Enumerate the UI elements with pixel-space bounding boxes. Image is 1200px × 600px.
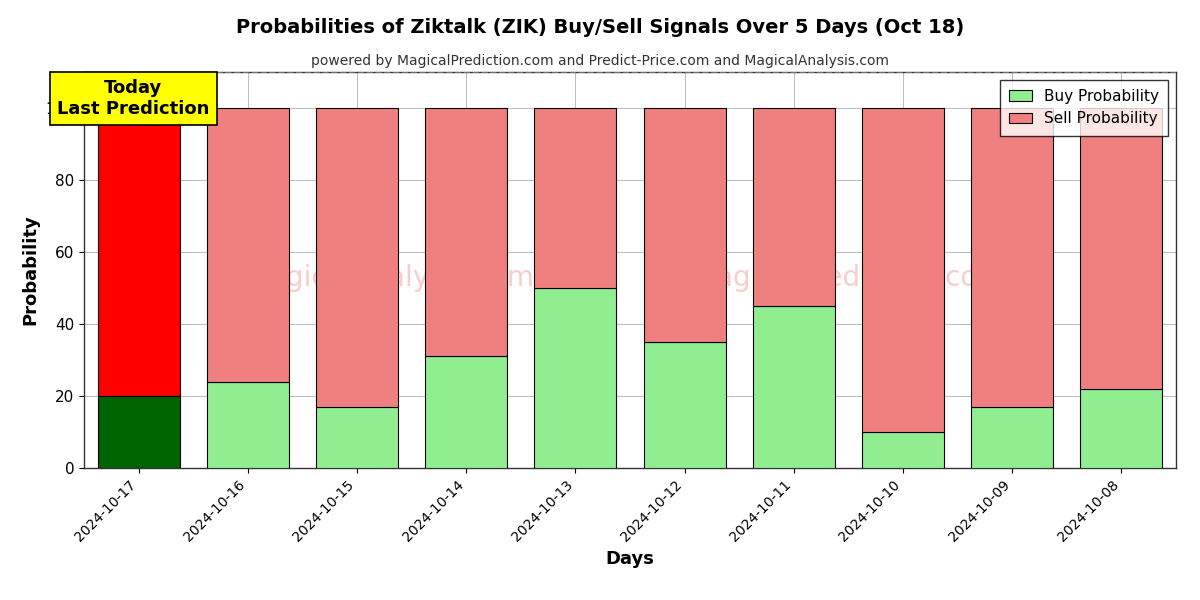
Bar (971, 108, 1054, 407)
Bar (1080, 389, 1163, 468)
Bar (862, 108, 944, 432)
Bar (206, 108, 289, 382)
Text: powered by MagicalPrediction.com and Predict-Price.com and MagicalAnalysis.com: powered by MagicalPrediction.com and Pre… (311, 54, 889, 68)
Bar (752, 306, 835, 468)
Bar (425, 108, 508, 356)
Bar (971, 407, 1054, 468)
Y-axis label: Probability: Probability (22, 215, 40, 325)
Bar (206, 382, 289, 468)
Bar (643, 108, 726, 342)
Bar (316, 108, 398, 407)
Bar (534, 288, 617, 468)
Legend: Buy Probability, Sell Probability: Buy Probability, Sell Probability (1000, 80, 1169, 136)
Bar (1080, 108, 1163, 389)
Bar (643, 342, 726, 468)
Bar (534, 108, 617, 288)
X-axis label: Days: Days (606, 550, 654, 568)
Text: MagicalAnalysis.com: MagicalAnalysis.com (245, 264, 534, 292)
Bar (97, 108, 180, 396)
Text: Probabilities of Ziktalk (ZIK) Buy/Sell Signals Over 5 Days (Oct 18): Probabilities of Ziktalk (ZIK) Buy/Sell … (236, 18, 964, 37)
Bar (425, 356, 508, 468)
Bar (752, 108, 835, 306)
Bar (862, 432, 944, 468)
Bar (316, 407, 398, 468)
Text: Today
Last Prediction: Today Last Prediction (56, 79, 209, 118)
Text: MagicalPrediction.com: MagicalPrediction.com (692, 264, 1004, 292)
Bar (97, 396, 180, 468)
